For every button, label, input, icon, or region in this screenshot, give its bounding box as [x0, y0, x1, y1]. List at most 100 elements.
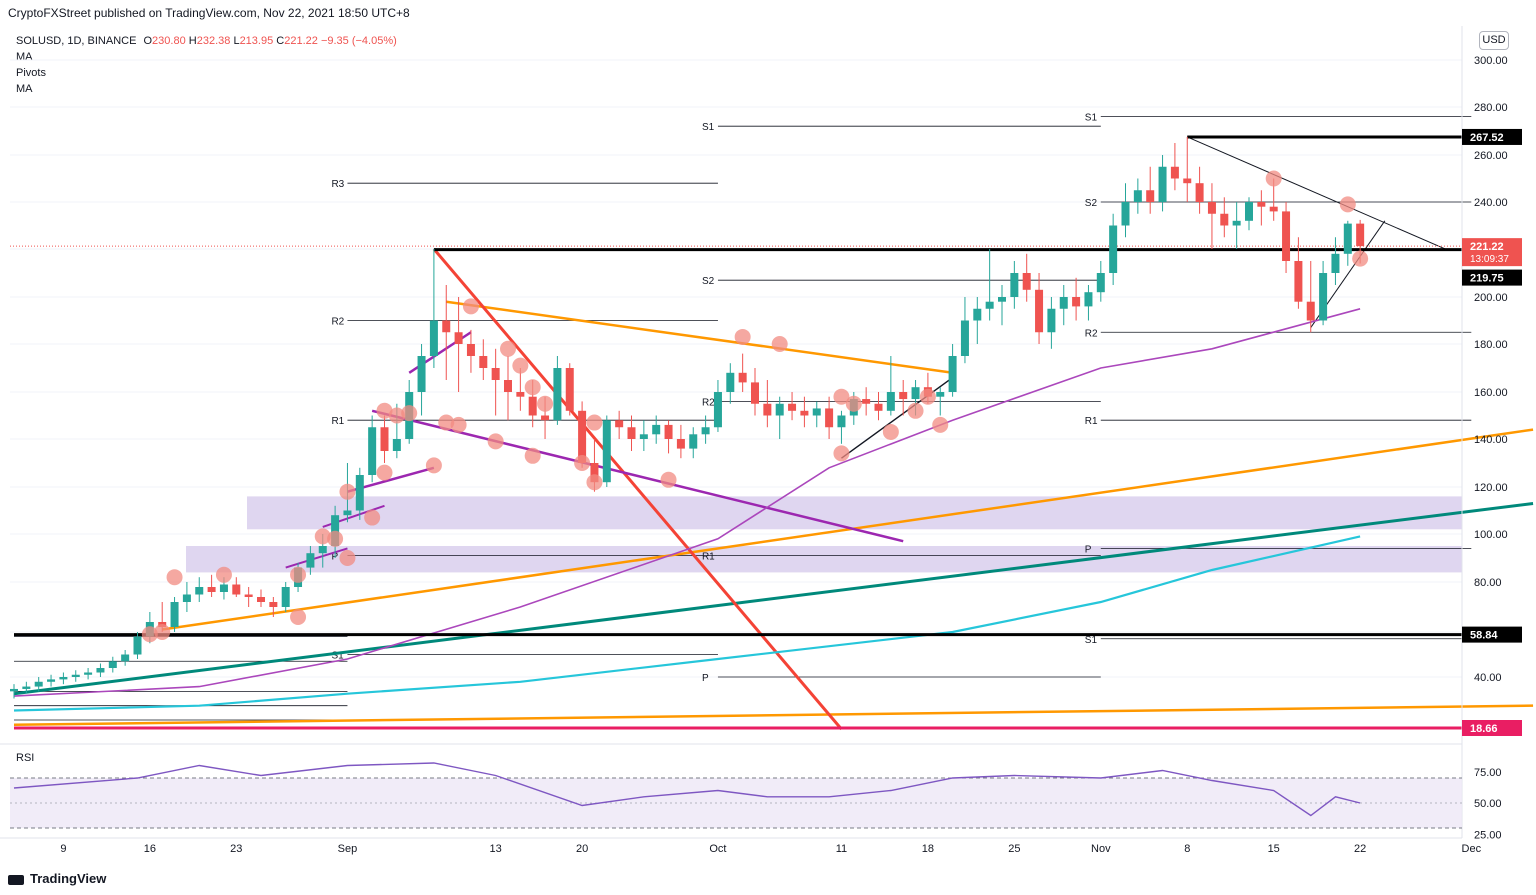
orange-downtrend-line: [446, 300, 953, 375]
candle-body-56: [701, 427, 710, 435]
teal-uptrend-line: [13, 501, 1534, 696]
candle-body-64: [800, 410, 809, 416]
candle-body-67: [837, 415, 846, 428]
candle-body-91: [1133, 190, 1142, 202]
candle-body-25: [318, 546, 327, 554]
candle-body-50: [627, 427, 636, 439]
candle-body-76: [948, 356, 957, 392]
candle-body-65: [812, 408, 821, 416]
price-tick-1: 280.00: [1474, 102, 1508, 114]
candle-body-62: [775, 403, 784, 416]
pivot-label-oct-r2: S1: [702, 122, 715, 133]
highlight-bubbles: [141, 170, 1369, 643]
candle-body-34: [429, 320, 438, 356]
trend-lines: [13, 136, 1534, 731]
highlight-bubble-27: [586, 474, 603, 491]
highlight-bubble-19: [487, 433, 504, 450]
candle-body-98: [1220, 213, 1229, 226]
rsi-tick-1: 50.00: [1474, 798, 1502, 810]
price-label-4: 18.66: [1470, 723, 1498, 735]
legend-open-label: O: [143, 35, 153, 47]
legend-indicator-ma-2[interactable]: MA: [16, 83, 33, 95]
candle-body-35: [442, 320, 451, 333]
pivot-label-oct-r1: S2: [702, 276, 715, 287]
highlight-bubble-32: [833, 388, 850, 405]
candle-body-70: [874, 403, 883, 411]
highlight-bubble-3: [215, 566, 232, 583]
pivot-label-nov-s3: S1: [1085, 635, 1098, 646]
upper-support-zone: [247, 496, 1462, 530]
price-tick-10: 100.00: [1474, 529, 1508, 541]
candle-body-43: [541, 415, 550, 421]
candle-body-58: [726, 372, 735, 392]
highlight-bubble-17: [450, 416, 467, 433]
candle-body-3: [47, 679, 56, 682]
time-axis[interactable]: 9 16 23 Sep 13 20 Oct 11 18 25 Nov 8 15 22 Dec: [0, 837, 1482, 855]
time-tick-1: 16: [144, 843, 156, 855]
candle-body-7: [96, 668, 105, 673]
highlight-bubble-38: [1265, 170, 1282, 187]
currency-button[interactable]: USD: [1479, 31, 1509, 50]
price-grid: [10, 59, 1462, 678]
highlight-bubble-14: [401, 405, 418, 422]
rsi-tick-0: 75.00: [1474, 767, 1502, 779]
highlight-bubble-37: [932, 416, 949, 433]
candle-body-72: [899, 392, 908, 400]
price-label-1: 221.22: [1470, 241, 1504, 253]
candle-body-69: [862, 399, 871, 404]
price-label-bg-0: [1462, 128, 1522, 145]
chart-legend: SOLUSD, 1D, BINANCE O230.80 H232.38 L213…: [16, 33, 397, 97]
candle-body-77: [960, 320, 969, 356]
legend-indicator-pivots[interactable]: Pivots: [16, 67, 46, 79]
candle-body-107: [1331, 253, 1340, 273]
candle-body-86: [1072, 297, 1081, 307]
candle-body-40: [504, 380, 512, 392]
legend-symbol[interactable]: SOLUSD, 1D, BINANCE: [16, 35, 137, 47]
time-tick-5: 20: [576, 843, 588, 855]
price-label-bg-2: [1462, 269, 1522, 286]
price-axis[interactable]: 300.00280.00260.00240.00220.00200.00180.…: [1461, 26, 1508, 838]
time-tick-13: 22: [1354, 843, 1366, 855]
candle-body-102: [1269, 206, 1278, 212]
highlight-bubble-28: [660, 471, 677, 488]
rsi-pane: RSI 75.00 50.00 25.00: [0, 743, 1502, 841]
highlight-bubble-5: [290, 609, 307, 625]
highlight-bubble-6: [314, 528, 331, 545]
highlight-bubble-22: [524, 379, 541, 396]
candle-body-22: [281, 587, 290, 607]
candle-body-87: [1084, 292, 1093, 307]
pivot-label-sep-s1: S1: [331, 651, 344, 662]
candle-body-52: [652, 424, 661, 435]
candle-body-54: [676, 439, 685, 449]
candle-body-90: [1121, 202, 1130, 226]
time-tick-7: 11: [836, 843, 847, 855]
time-tick-2: 23: [230, 843, 242, 855]
price-tick-0: 300.00: [1474, 55, 1508, 67]
candle-body-66: [825, 408, 834, 428]
highlight-bubble-21: [512, 357, 529, 374]
highlight-bubble-31: [833, 445, 850, 462]
moving-average-2: [13, 535, 1361, 712]
highlight-bubble-12: [376, 402, 393, 419]
candle-body-61: [763, 403, 772, 416]
pivot-label-sep-r3: R3: [331, 179, 344, 190]
candle-body-79: [985, 301, 994, 309]
candle-body-20: [257, 597, 265, 602]
time-tick-12: 15: [1268, 843, 1280, 855]
pivot-label-nov-s1: R1: [1085, 416, 1098, 427]
time-tick-3: Sep: [338, 843, 358, 855]
candle-body-105: [1306, 301, 1315, 321]
tradingview-logo[interactable]: TradingView: [8, 871, 106, 886]
pivot-label-oct-s2: P: [702, 673, 709, 684]
black-downtrend-line: [1187, 136, 1447, 251]
highlight-bubble-9: [339, 483, 356, 500]
highlight-bubble-33: [845, 395, 862, 412]
price-tick-8: 140.00: [1474, 434, 1508, 446]
candle-body-29: [368, 427, 377, 475]
red-steep-downtrend-line: [432, 248, 843, 731]
price-tick-6: 180.00: [1474, 339, 1508, 351]
price-tick-3: 240.00: [1474, 197, 1508, 209]
candle-body-95: [1183, 178, 1192, 184]
